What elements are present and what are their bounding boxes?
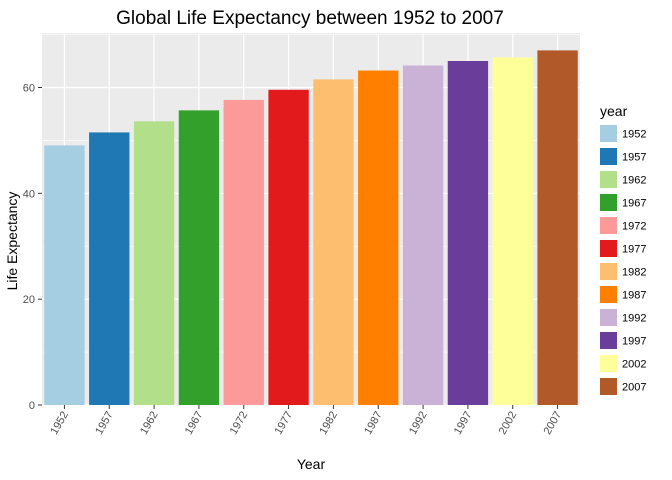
x-axis: 1952 1957 1962 1967 1972 1977 1982 1987 1992 1997… — [48, 405, 564, 437]
bar-1997 — [447, 60, 489, 405]
x-tick-label: 1972 — [228, 410, 251, 437]
legend-key-2002 — [600, 355, 617, 372]
y-axis-title: Life Expectancy — [4, 192, 20, 291]
legend-label: 1957 — [622, 152, 646, 164]
x-tick-label: 1957 — [93, 410, 116, 437]
bar-2002 — [492, 57, 533, 405]
y-tick-label: 0 — [29, 400, 35, 412]
legend-key-1997 — [600, 332, 617, 349]
legend-key-2007 — [600, 378, 617, 395]
x-tick-label: 2007 — [542, 410, 565, 437]
legend-key-1982 — [600, 263, 617, 280]
legend-key-1977 — [600, 240, 617, 257]
bar-1987 — [358, 70, 399, 406]
y-tick-label: 20 — [23, 294, 35, 306]
bar-1982 — [313, 79, 354, 405]
legend-label: 2002 — [622, 359, 646, 371]
legend-label: 1967 — [622, 198, 646, 210]
bar-1992 — [402, 65, 444, 405]
x-tick-label: 1997 — [452, 410, 475, 437]
legend-key-1967 — [600, 194, 617, 211]
x-tick-label: 1962 — [138, 410, 161, 437]
bar-1972 — [223, 99, 264, 405]
bar-1952 — [44, 145, 85, 405]
legend-label: 1997 — [622, 336, 646, 348]
x-tick-label: 1987 — [362, 410, 385, 437]
legend-label: 1952 — [622, 129, 646, 141]
bars — [44, 50, 578, 406]
plot-panel — [42, 33, 580, 405]
legend-label: 1972 — [622, 221, 646, 233]
x-axis-title: Year — [297, 456, 326, 472]
legend-key-1987 — [600, 286, 617, 303]
x-tick-label: 1992 — [407, 410, 430, 437]
legend-key-1992 — [600, 309, 617, 326]
x-tick-label: 1982 — [317, 410, 340, 437]
y-axis: 0 20 40 60 — [23, 83, 42, 412]
x-tick-label: 1977 — [273, 410, 296, 437]
bar-1962 — [133, 121, 175, 405]
bar-1957 — [89, 132, 130, 405]
legend-label: 1962 — [622, 175, 646, 187]
y-tick-label: 40 — [23, 188, 35, 200]
legend: year 1952 1957 1962 1967 1972 1977 1982 1987 199… — [600, 103, 646, 395]
legend-key-1957 — [600, 148, 617, 165]
x-tick-label: 1952 — [48, 410, 71, 437]
x-tick-label: 2002 — [497, 410, 520, 437]
x-tick-label: 1967 — [183, 410, 206, 437]
y-tick-label: 60 — [23, 83, 35, 95]
chart-title: Global Life Expectancy between 1952 to 2… — [116, 8, 504, 29]
legend-key-1972 — [600, 217, 617, 234]
legend-key-1952 — [600, 125, 617, 142]
bar-1977 — [268, 89, 309, 406]
legend-label: 2007 — [622, 382, 646, 394]
bar-1967 — [178, 110, 220, 406]
legend-title: year — [600, 103, 628, 119]
legend-label: 1987 — [622, 290, 646, 302]
legend-label: 1977 — [622, 244, 646, 256]
bar-2007 — [537, 50, 578, 405]
legend-key-1962 — [600, 171, 617, 188]
legend-label: 1992 — [622, 313, 646, 325]
legend-label: 1982 — [622, 267, 646, 279]
